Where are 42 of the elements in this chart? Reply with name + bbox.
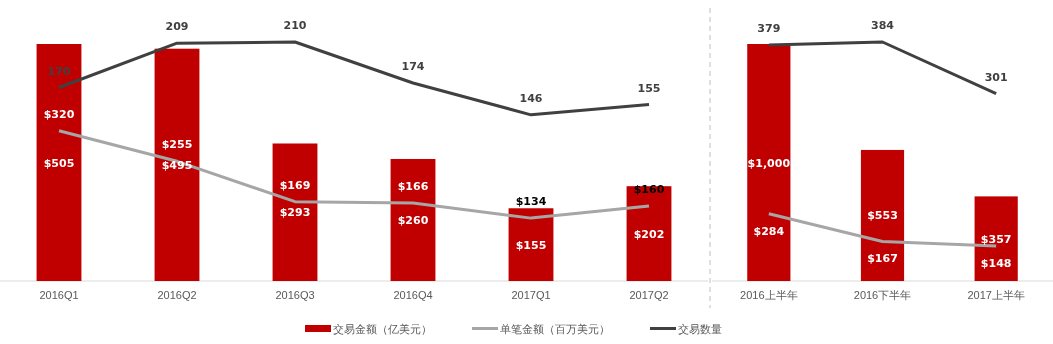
data-label: $284 xyxy=(753,224,785,238)
data-label: $1,000 xyxy=(747,156,791,170)
data-label: $166 xyxy=(397,180,429,194)
data-label: 379 xyxy=(757,22,781,36)
data-label: $167 xyxy=(867,252,898,266)
data-label: 384 xyxy=(871,19,895,32)
legend-label: 交易金额（亿美元） xyxy=(333,323,432,336)
legend-label: 单笔金额（百万美元） xyxy=(500,323,610,336)
data-label: $155 xyxy=(515,238,547,252)
x-tick-label: 2016下半年 xyxy=(853,289,912,302)
x-tick-label: 2017Q1 xyxy=(511,289,551,302)
data-label: $202 xyxy=(633,227,665,241)
bar xyxy=(154,48,200,281)
data-label: 170 xyxy=(47,64,71,78)
data-label: $255 xyxy=(161,138,193,152)
x-tick-label: 2016Q3 xyxy=(275,289,315,302)
data-label: $553 xyxy=(867,209,898,223)
x-tick-label: 2016Q4 xyxy=(393,289,433,302)
data-label: 301 xyxy=(984,70,1008,84)
data-label: 155 xyxy=(637,81,661,95)
data-label: $160 xyxy=(633,182,665,196)
data-label: $260 xyxy=(397,213,429,227)
legend-label: 交易数量 xyxy=(678,323,722,336)
data-label: $293 xyxy=(279,206,311,220)
x-tick-label: 2017Q2 xyxy=(629,289,669,302)
bar xyxy=(272,143,318,281)
x-tick-label: 2017上半年 xyxy=(967,289,1025,302)
x-tick-label: 2016上半年 xyxy=(740,289,798,302)
data-label: 209 xyxy=(165,20,189,34)
data-label: $320 xyxy=(43,107,75,121)
x-tick-label: 2016Q2 xyxy=(157,289,197,302)
data-label: 146 xyxy=(519,91,543,105)
data-label: $134 xyxy=(515,195,547,209)
data-label: $505 xyxy=(43,156,75,170)
data-label: 210 xyxy=(283,19,307,32)
data-label: $495 xyxy=(161,158,193,172)
data-label: 174 xyxy=(401,59,425,73)
data-label: $148 xyxy=(980,256,1012,270)
bar xyxy=(36,44,82,281)
data-label: $357 xyxy=(980,232,1012,246)
x-tick-label: 2016Q1 xyxy=(39,289,79,302)
data-label: $169 xyxy=(279,178,311,192)
